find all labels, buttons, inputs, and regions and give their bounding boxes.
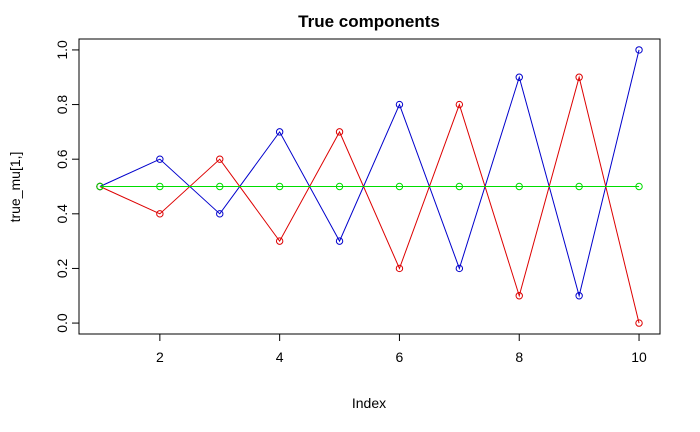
y-tick-label: 1.0 xyxy=(54,40,70,60)
data-point xyxy=(575,292,583,300)
data-point xyxy=(455,100,464,109)
data-point xyxy=(515,73,523,81)
y-tick-label: 0.2 xyxy=(54,259,70,279)
data-point xyxy=(216,155,224,163)
data-point xyxy=(156,210,164,218)
data-point xyxy=(275,182,284,191)
chart-title: True components xyxy=(298,12,440,31)
x-tick-label: 8 xyxy=(515,349,523,365)
data-point xyxy=(515,182,523,191)
data-point xyxy=(275,128,284,136)
series-layer xyxy=(96,46,643,327)
data-point xyxy=(455,182,464,191)
data-point xyxy=(395,100,404,109)
data-point xyxy=(335,237,344,245)
series-1 xyxy=(96,46,643,300)
y-tick-label: 0.4 xyxy=(54,204,70,224)
data-point xyxy=(455,264,464,273)
data-point xyxy=(515,292,523,300)
data-point xyxy=(156,182,164,191)
series-line xyxy=(99,75,640,324)
data-point xyxy=(96,182,104,191)
y-tick-label: 0.0 xyxy=(54,313,70,333)
data-point xyxy=(635,182,643,191)
x-axis: 2 4 6 8 10 xyxy=(156,334,647,365)
data-point xyxy=(156,155,164,163)
y-axis-label: true_mu[1,] xyxy=(7,152,23,223)
x-tick-label: 2 xyxy=(156,349,164,365)
x-tick-label: 4 xyxy=(276,349,284,365)
series-2 xyxy=(96,73,643,327)
data-point xyxy=(335,182,344,191)
x-tick-label: 6 xyxy=(396,349,404,365)
data-point xyxy=(635,319,643,327)
data-point xyxy=(395,264,404,273)
y-axis: 0.0 0.2 0.4 0.6 0.8 1.0 xyxy=(54,40,79,333)
data-point xyxy=(635,46,643,54)
data-point xyxy=(335,128,344,136)
series-line xyxy=(99,49,640,298)
plot-frame xyxy=(78,38,661,335)
data-point xyxy=(575,73,583,81)
data-point xyxy=(216,182,224,191)
series-3 xyxy=(96,182,643,191)
data-point xyxy=(575,182,583,191)
x-axis-label: Index xyxy=(352,395,386,411)
data-point xyxy=(216,210,224,218)
x-tick-label: 10 xyxy=(631,349,647,365)
data-point xyxy=(395,182,404,191)
data-point xyxy=(275,237,284,245)
y-tick-label: 0.6 xyxy=(54,149,70,169)
y-tick-label: 0.8 xyxy=(54,95,70,115)
